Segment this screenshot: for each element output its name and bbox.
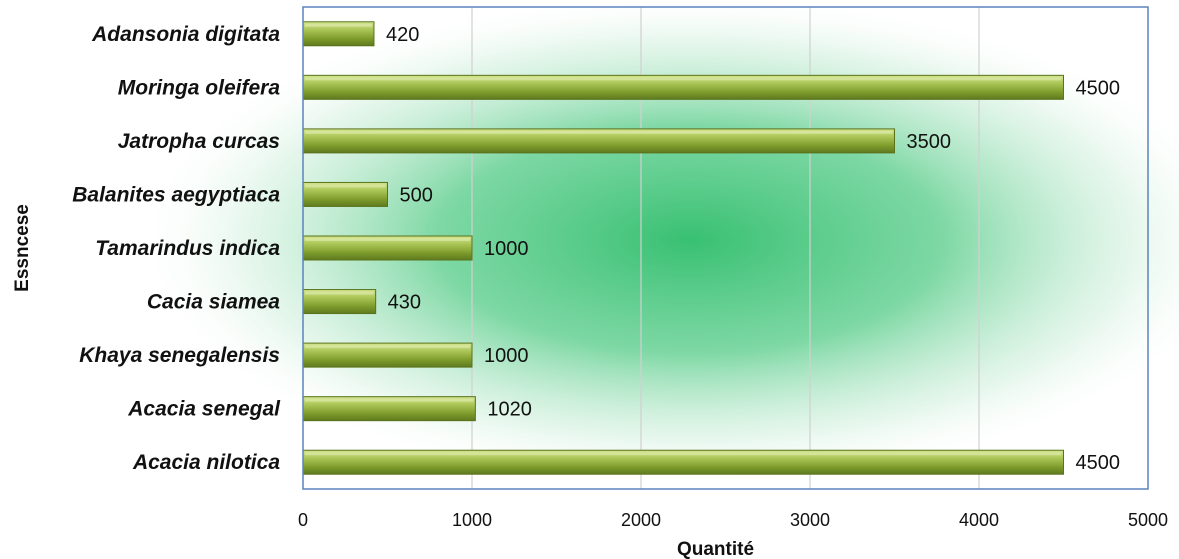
category-label: Jatropha curcas	[118, 130, 280, 153]
data-labels: 420 4500 3500 500 1000 430 1000 1020 4500	[386, 24, 1120, 474]
x-tick-label: 5000	[1128, 510, 1168, 530]
x-tick-labels: 0 1000 2000 3000 4000 5000	[298, 510, 1168, 530]
bar-highlight	[305, 23, 372, 27]
data-label: 1020	[487, 399, 532, 421]
category-label: Acacia nilotica	[132, 451, 280, 474]
bar-highlight	[305, 77, 1062, 81]
category-label: Cacia siamea	[147, 291, 280, 314]
bar-highlight	[305, 238, 470, 241]
category-label: Balanites aegyptiaca	[72, 183, 280, 206]
data-label: 4500	[1076, 452, 1121, 474]
data-label: 1000	[484, 345, 529, 367]
y-axis-title: Essncese	[12, 204, 33, 292]
data-label: 430	[388, 292, 421, 314]
x-tick-label: 3000	[790, 510, 830, 530]
category-label: Acacia senegal	[127, 398, 281, 421]
background-glow	[130, 0, 1179, 490]
x-tick-label: 1000	[452, 510, 492, 530]
category-labels: Adansonia digitata Moringa oleifera Jatrop…	[72, 23, 281, 474]
data-label: 4500	[1076, 77, 1121, 99]
bar-highlight	[305, 184, 386, 188]
category-label: Khaya senegalensis	[79, 344, 280, 367]
bar-highlight	[305, 398, 474, 402]
category-label: Adansonia digitata	[91, 23, 280, 46]
x-tick-label: 4000	[959, 510, 999, 530]
bar-highlight	[305, 452, 1062, 456]
bars	[302, 21, 1064, 475]
data-label: 1000	[484, 238, 529, 260]
x-tick-label: 0	[298, 510, 308, 530]
category-label: Tamarindus indica	[95, 237, 280, 260]
plot-area-border	[302, 6, 1149, 490]
x-tick-label: 2000	[621, 510, 661, 530]
category-label: Moringa oleifera	[118, 76, 281, 99]
bar-highlight	[305, 130, 893, 134]
data-label: 3500	[907, 131, 952, 153]
bar-highlight	[305, 345, 470, 349]
x-axis-title: Quantité	[677, 539, 754, 559]
data-label: 420	[386, 24, 419, 46]
bar-highlight	[305, 291, 374, 295]
data-label: 500	[400, 184, 433, 206]
